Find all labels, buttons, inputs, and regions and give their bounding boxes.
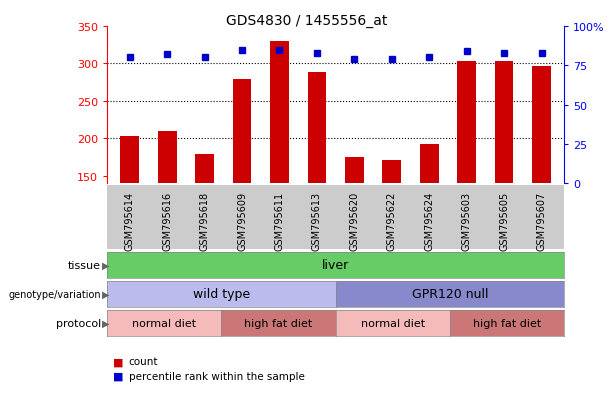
Text: liver: liver — [322, 259, 349, 272]
Text: genotype/variation: genotype/variation — [9, 289, 101, 299]
Text: GDS4830 / 1455556_at: GDS4830 / 1455556_at — [226, 14, 387, 28]
Text: GSM795622: GSM795622 — [387, 191, 397, 250]
Text: normal diet: normal diet — [132, 318, 196, 328]
Text: wild type: wild type — [193, 288, 250, 301]
Bar — [495, 62, 514, 288]
Text: ▶: ▶ — [102, 318, 110, 328]
Text: high fat diet: high fat diet — [245, 318, 313, 328]
Bar — [120, 137, 139, 288]
Text: count: count — [129, 356, 158, 366]
Text: GSM795609: GSM795609 — [237, 191, 247, 250]
Bar — [196, 154, 214, 288]
Text: tissue: tissue — [68, 260, 101, 271]
Bar — [233, 80, 251, 288]
Bar — [420, 145, 438, 288]
Text: normal diet: normal diet — [360, 318, 425, 328]
Bar — [158, 131, 177, 288]
Text: GSM795611: GSM795611 — [275, 191, 284, 250]
Text: high fat diet: high fat diet — [473, 318, 541, 328]
Text: GSM795616: GSM795616 — [162, 191, 172, 250]
Text: GPR120 null: GPR120 null — [411, 288, 488, 301]
Bar — [383, 161, 401, 288]
Bar — [308, 73, 326, 288]
Text: percentile rank within the sample: percentile rank within the sample — [129, 371, 305, 381]
Text: GSM795605: GSM795605 — [499, 191, 509, 250]
Text: ▶: ▶ — [102, 289, 110, 299]
Text: protocol: protocol — [56, 318, 101, 328]
Text: GSM795624: GSM795624 — [424, 191, 434, 250]
Bar — [457, 62, 476, 288]
Text: GSM795607: GSM795607 — [536, 191, 547, 250]
Bar — [270, 42, 289, 288]
Text: GSM795603: GSM795603 — [462, 191, 471, 250]
Text: GSM795613: GSM795613 — [312, 191, 322, 250]
Bar — [345, 158, 364, 288]
Text: GSM795620: GSM795620 — [349, 191, 359, 250]
Text: ■: ■ — [113, 371, 124, 381]
Text: GSM795618: GSM795618 — [200, 191, 210, 250]
Text: ▶: ▶ — [102, 260, 110, 271]
Bar — [532, 66, 551, 288]
Text: GSM795614: GSM795614 — [124, 191, 135, 250]
Text: ■: ■ — [113, 356, 124, 366]
